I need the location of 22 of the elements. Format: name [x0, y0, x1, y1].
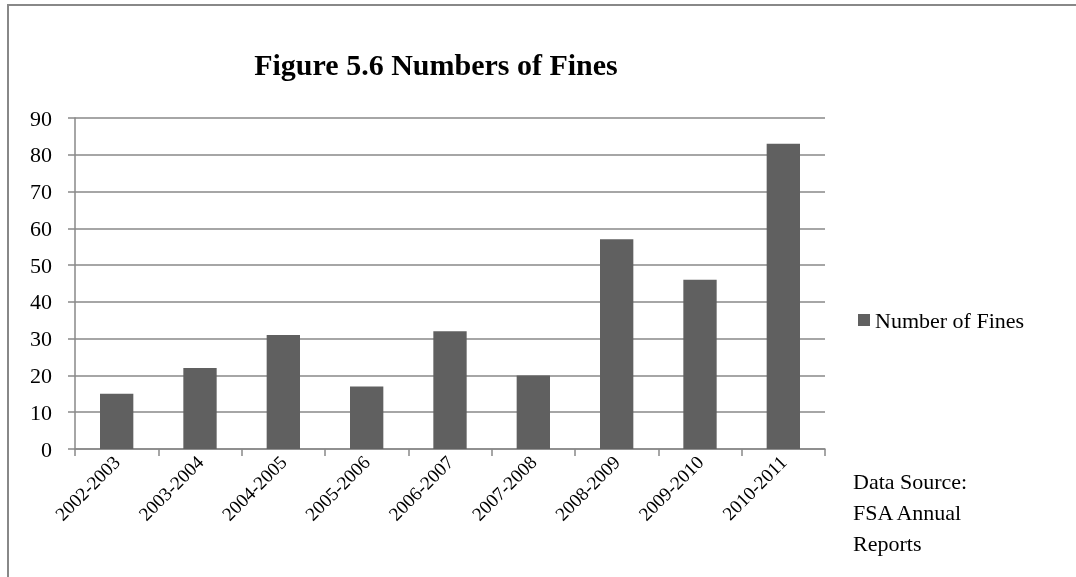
y-tick-label: 70: [30, 179, 52, 205]
bar: [433, 331, 467, 449]
bar: [766, 143, 800, 449]
y-tick-label: 60: [30, 215, 52, 241]
y-tick-label: 40: [30, 289, 52, 315]
chart-title: Figure 5.6 Numbers of Fines: [254, 47, 618, 81]
bar: [183, 368, 217, 449]
legend-label: Number of Fines: [875, 307, 1025, 333]
bar: [266, 334, 300, 449]
y-tick-label: 10: [30, 399, 52, 425]
y-tick-label: 90: [30, 105, 52, 131]
source-note: Data Source: FSA Annual Reports: [853, 469, 973, 556]
y-tick-label: 30: [30, 326, 52, 352]
bar: [350, 386, 384, 449]
bar: [100, 393, 134, 449]
bar: [516, 375, 550, 449]
y-tick-label: 50: [30, 252, 52, 278]
bar: [600, 239, 634, 449]
y-tick-label: 0: [41, 436, 52, 462]
bar: [683, 279, 717, 449]
y-tick-label: 80: [30, 142, 52, 168]
y-tick-label: 20: [30, 362, 52, 388]
